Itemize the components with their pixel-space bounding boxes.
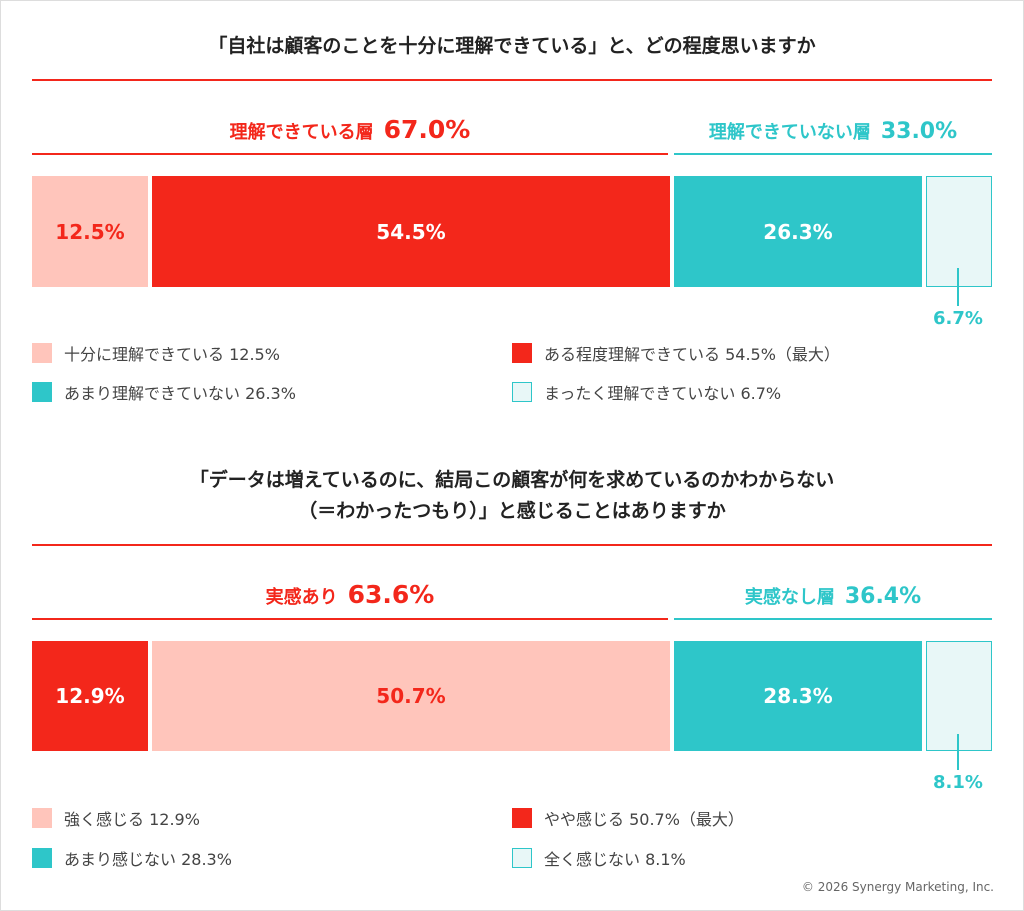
chart2-legend-item-4: 全く感じない 8.1%	[512, 846, 686, 870]
chart1-group-understand-value: 67.0%	[383, 115, 471, 144]
chart2-group-not-feel: 実感なし層 36.4%	[674, 580, 992, 615]
chart1-callout-line	[957, 268, 959, 306]
chart1-bar-segment-2: 54.5%	[152, 176, 670, 287]
legend-swatch	[512, 382, 532, 402]
chart1-group-understand: 理解できている層 67.0%	[32, 113, 668, 150]
legend-label: 強く感じる 12.9%	[64, 810, 200, 829]
chart1-legend-item-4: まったく理解できていない 6.7%	[512, 380, 781, 404]
chart1-title-rule	[32, 79, 992, 81]
chart2-bar-segment-3: 28.3%	[674, 641, 922, 751]
chart2-title-line-1: 「データは増えているのに、結局この顧客が何を求めているのかわからない	[189, 469, 835, 491]
chart1-legend-item-2: ある程度理解できている 54.5%（最大）	[512, 341, 840, 365]
chart2-group-feel-line	[32, 618, 668, 620]
chart2-legend-item-1: 強く感じる 12.9%	[32, 806, 200, 830]
legend-label: あまり感じない 28.3%	[64, 850, 232, 869]
chart2-legend-item-3: あまり感じない 28.3%	[32, 846, 232, 870]
chart1-group-not-understand-name: 理解できていない層	[708, 122, 871, 143]
chart1-group-understand-line	[32, 153, 668, 155]
chart2-bar-segment-1: 12.9%	[32, 641, 148, 751]
legend-label: やや感じる 50.7%（最大）	[544, 810, 744, 829]
chart2-group-not-feel-name: 実感なし層	[744, 587, 835, 608]
chart2-bar-segment-4	[926, 641, 992, 751]
chart2-title-line-2: （＝わかったつもり）」と感じることはありますか	[298, 500, 726, 522]
legend-label: 全く感じない 8.1%	[544, 850, 686, 869]
chart2-group-not-feel-line	[674, 618, 992, 620]
chart1-bar-segment-1: 12.5%	[32, 176, 148, 287]
chart2-group-feel: 実感あり 63.6%	[32, 578, 668, 615]
legend-swatch	[512, 848, 532, 868]
chart1-bar-segment-3: 26.3%	[674, 176, 922, 287]
chart2-group-feel-name: 実感あり	[265, 587, 338, 608]
chart1-group-not-understand: 理解できていない層 33.0%	[674, 115, 992, 150]
chart1-legend-item-1: 十分に理解できている 12.5%	[32, 341, 280, 365]
chart1-legend-item-3: あまり理解できていない 26.3%	[32, 380, 296, 404]
legend-swatch	[512, 343, 532, 363]
chart1-group-understand-name: 理解できている層	[229, 122, 374, 143]
chart2-group-not-feel-value: 36.4%	[844, 584, 922, 609]
chart1-group-not-understand-value: 33.0%	[880, 119, 958, 144]
chart2-bar-segment-2: 50.7%	[152, 641, 670, 751]
chart2-callout-value: 8.1%	[933, 772, 983, 793]
chart2-callout-line	[957, 734, 959, 770]
legend-swatch	[512, 808, 532, 828]
legend-swatch	[32, 382, 52, 402]
legend-swatch	[32, 848, 52, 868]
legend-label: ある程度理解できている 54.5%（最大）	[544, 345, 840, 364]
legend-label: まったく理解できていない 6.7%	[544, 384, 782, 403]
chart2-group-feel-value: 63.6%	[347, 580, 435, 609]
legend-label: 十分に理解できている 12.5%	[64, 345, 280, 364]
legend-swatch	[32, 343, 52, 363]
legend-swatch	[32, 808, 52, 828]
chart2-legend-item-2: やや感じる 50.7%（最大）	[512, 806, 744, 830]
chart1-bar-segment-4	[926, 176, 992, 287]
chart1-title: 「自社は顧客のことを十分に理解できている」と、どの程度思いますか	[208, 35, 816, 57]
legend-label: あまり理解できていない 26.3%	[64, 384, 296, 403]
chart1-group-not-understand-line	[674, 153, 992, 155]
chart1-callout-value: 6.7%	[933, 308, 983, 329]
chart2-title-rule	[32, 544, 992, 546]
copyright-text: © 2026 Synergy Marketing, Inc.	[801, 880, 994, 894]
